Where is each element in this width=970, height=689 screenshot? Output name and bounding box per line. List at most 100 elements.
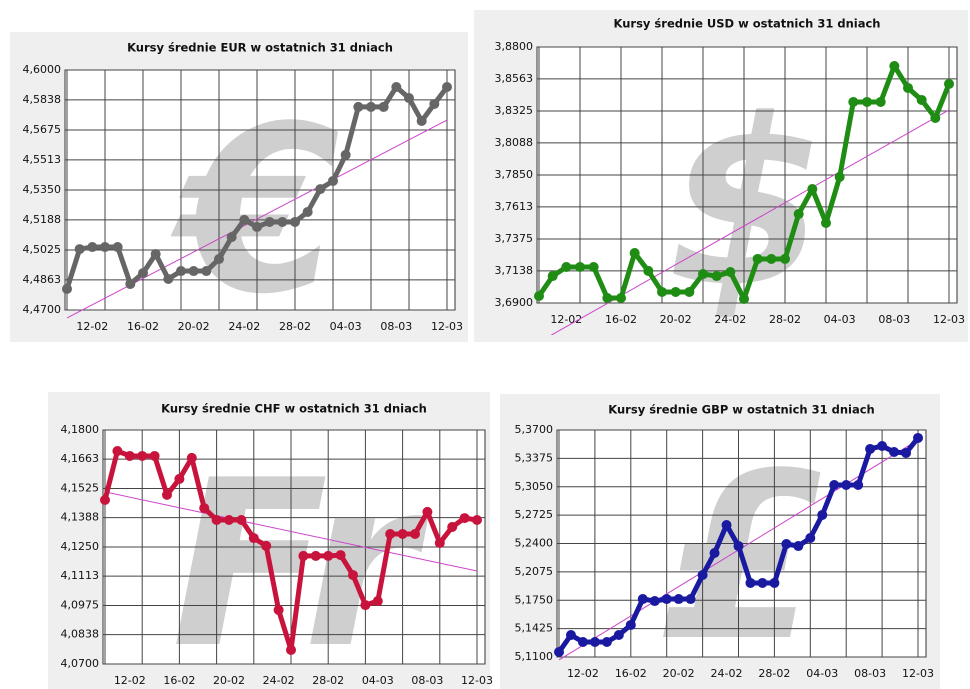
data-point [315,184,326,195]
data-point [903,82,913,93]
data-point [112,446,123,457]
data-point [162,489,172,500]
x-tick-label: 08-03 [854,667,886,680]
data-point [87,242,98,253]
chart-title: Kursy średnie GBP w ostatnich 31 dniach [608,403,874,417]
data-point [442,81,452,92]
data-point [711,271,722,282]
x-tick-label: 20-02 [663,667,695,680]
y-tick-label: 4,5025 [23,243,62,256]
data-point [766,253,777,264]
data-point [211,514,222,525]
y-tick-label: 3,7613 [495,200,534,213]
x-tick-label: 12-02 [550,313,582,326]
chart-title: Kursy średnie CHF w ostatnich 31 dniach [161,402,427,416]
data-point [353,101,364,112]
y-tick-label: 4,5838 [23,93,62,106]
data-point [670,286,681,297]
data-point [625,619,636,630]
plot-content [554,432,923,661]
x-tick-label: 12-03 [431,320,463,333]
data-point [404,93,414,104]
data-point [629,248,640,259]
x-tick-label: 12-03 [461,674,493,687]
x-tick-label: 16-02 [163,674,195,687]
data-point [328,175,338,186]
x-tick-label: 04-03 [330,320,362,333]
data-point [261,540,272,551]
y-tick-label: 3,8563 [495,72,534,85]
y-tick-label: 4,5675 [23,123,62,136]
data-point [865,443,876,454]
y-tick-label: 4,0700 [61,657,100,670]
trend-line [550,109,950,335]
data-point [916,94,927,105]
data-point [602,293,613,304]
plot-content [534,60,954,335]
data-point [834,172,845,183]
trend-line [104,491,478,572]
x-tick-label: 20-02 [660,313,692,326]
data-point [100,494,110,505]
data-point [186,452,197,463]
watermark: € [170,78,340,345]
data-point [725,267,736,278]
data-point [302,206,313,217]
x-tick-label: 24-02 [263,674,295,687]
y-tick-label: 4,1663 [61,452,100,465]
data-point [821,217,831,228]
data-point [757,577,768,588]
data-point [848,96,859,107]
data-point [769,577,780,588]
data-point [547,271,558,282]
data-point [236,514,247,525]
chart-panel: Kursy średnie CHF w ostatnich 31 dniachF… [48,392,493,689]
data-point [807,184,818,195]
y-tick-label: 5,1425 [515,622,554,635]
data-point [378,101,389,112]
data-point [176,266,186,277]
x-tick-label: 04-03 [806,667,838,680]
data-point [721,519,732,530]
data-point [657,286,667,297]
y-tick-label: 3,8800 [495,40,534,53]
data-point [188,266,199,277]
data-point [575,262,585,273]
x-tick-label: 20-02 [213,674,245,687]
data-point [745,577,756,588]
x-tick-label: 28-02 [769,313,801,326]
data-point [391,81,402,92]
data-point [561,262,572,273]
data-point [684,286,695,297]
y-tick-label: 4,1388 [61,511,100,524]
chart-title: Kursy średnie EUR w ostatnich 31 dniach [127,41,393,55]
data-point [112,242,123,253]
data-point [685,594,696,605]
data-point [534,290,544,301]
data-point [163,273,174,284]
y-tick-label: 4,4863 [23,273,62,286]
data-point [698,269,708,280]
data-point [224,514,234,525]
data-point [366,101,376,112]
data-point [472,514,482,525]
y-tick-label: 4,1800 [61,423,100,436]
x-tick-label: 12-03 [902,667,934,680]
data-point [286,644,296,655]
x-tick-label: 16-02 [605,313,637,326]
data-point [340,149,351,160]
data-point [273,604,284,615]
data-point [780,253,790,264]
data-point [459,513,470,524]
data-point [252,221,262,232]
y-tick-label: 4,6000 [23,63,62,76]
y-tick-label: 5,2725 [515,508,554,521]
data-point [841,480,852,491]
data-point [100,242,110,253]
y-tick-label: 5,3375 [515,451,554,464]
data-point [277,216,288,227]
data-point [739,293,749,304]
y-tick-label: 4,1250 [61,540,100,553]
data-point [793,541,804,552]
x-tick-label: 08-03 [380,320,412,333]
